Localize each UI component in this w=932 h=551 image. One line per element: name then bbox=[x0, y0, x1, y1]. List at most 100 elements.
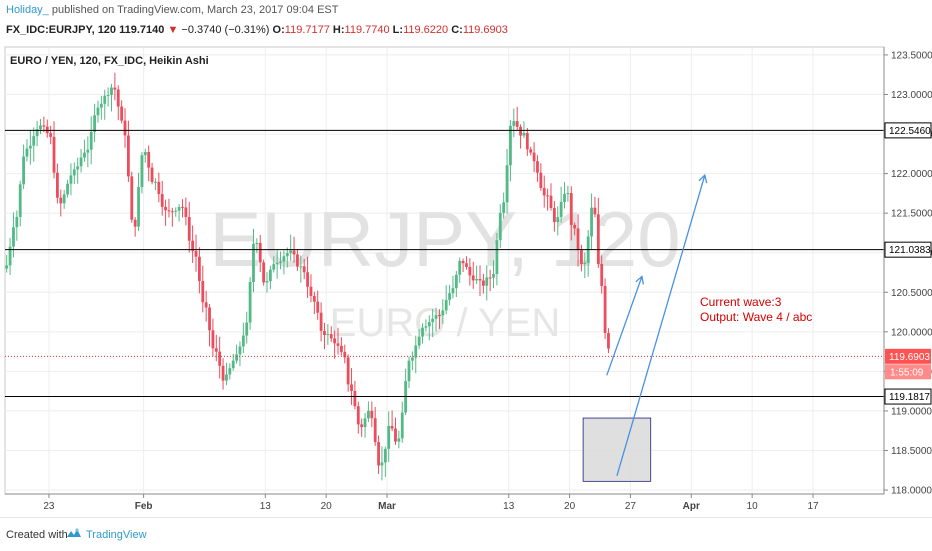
candle-body bbox=[394, 428, 397, 442]
candle-body bbox=[478, 278, 482, 281]
candle-body bbox=[444, 299, 448, 311]
candle-body bbox=[383, 448, 387, 463]
candle-body bbox=[96, 107, 100, 116]
time-tick-label: 23 bbox=[43, 501, 55, 512]
candle-body bbox=[272, 264, 276, 270]
level-price-label: 119.1817 bbox=[889, 392, 930, 403]
candles-group bbox=[5, 72, 610, 481]
candle-body bbox=[360, 424, 364, 428]
author-link[interactable]: Holiday_ bbox=[6, 4, 49, 16]
candle-body bbox=[421, 327, 424, 337]
candle-body bbox=[454, 274, 458, 289]
down-arrow-icon: ▼ bbox=[167, 24, 179, 36]
candle-body bbox=[542, 188, 546, 196]
time-tick-label: 20 bbox=[321, 501, 333, 512]
candle-body bbox=[333, 338, 337, 344]
chart-header: Holiday_ published on TradingView.com, M… bbox=[0, 0, 932, 44]
candle-body bbox=[417, 336, 421, 346]
candle-body bbox=[8, 246, 12, 266]
candle-body bbox=[238, 346, 242, 355]
candle-body bbox=[495, 240, 499, 275]
candle-body bbox=[573, 224, 577, 229]
projection-arrow[interactable] bbox=[606, 275, 645, 376]
tradingview-logo-icon bbox=[67, 528, 81, 537]
candle-body bbox=[262, 262, 266, 283]
projection-arrow[interactable] bbox=[616, 173, 708, 476]
candle-body bbox=[397, 438, 401, 442]
candle-body bbox=[42, 125, 46, 127]
candle-body bbox=[248, 281, 252, 323]
candle-body bbox=[265, 281, 269, 283]
candle-body bbox=[488, 277, 492, 279]
created-with-text: Created with bbox=[6, 529, 68, 541]
candle-body bbox=[225, 374, 228, 381]
candle-body bbox=[28, 145, 32, 149]
current-price-tag bbox=[885, 348, 931, 364]
price-tick-label: 123.5000 bbox=[891, 50, 932, 61]
candle-body bbox=[326, 334, 330, 336]
low-label: L: bbox=[392, 24, 404, 36]
candle-body bbox=[130, 176, 134, 220]
candle-body bbox=[187, 216, 191, 241]
candle-body bbox=[370, 410, 374, 419]
candle-body bbox=[194, 250, 198, 257]
candle-body bbox=[282, 256, 286, 262]
candle-body bbox=[296, 254, 299, 267]
time-tick-label: Mar bbox=[378, 501, 396, 512]
candle-body bbox=[414, 345, 418, 358]
candle-body bbox=[356, 406, 360, 425]
level-price-label: 122.5460 bbox=[889, 126, 931, 137]
candle-body bbox=[556, 217, 560, 223]
candle-body bbox=[126, 135, 130, 177]
candle-body bbox=[519, 126, 522, 136]
candle-body bbox=[99, 103, 103, 108]
publish-info: Holiday_ published on TradingView.com, M… bbox=[6, 4, 338, 16]
price-summary: FX_IDC:EURJPY, 120 119.7140 ▼ −0.3740 (−… bbox=[6, 24, 508, 36]
candle-body bbox=[35, 129, 39, 137]
candle-body bbox=[235, 354, 238, 361]
time-tick-label: 13 bbox=[503, 501, 515, 512]
time-tick-label: 27 bbox=[625, 501, 637, 512]
symbol-label: FX_IDC:EURJPY, 120 bbox=[6, 24, 117, 36]
candle-body bbox=[407, 360, 411, 382]
candle-body bbox=[197, 256, 201, 281]
level-price-label: 121.0383 bbox=[889, 245, 931, 256]
footer: Created with TradingView bbox=[0, 517, 932, 551]
candle-body bbox=[255, 243, 259, 245]
candle-body bbox=[367, 410, 370, 419]
candle-body bbox=[603, 285, 607, 333]
candle-body bbox=[275, 262, 279, 265]
candle-body bbox=[103, 95, 107, 104]
price-scale[interactable] bbox=[884, 47, 932, 494]
candle-body bbox=[181, 206, 184, 208]
candle-body bbox=[427, 322, 431, 327]
wave-annotation-line: Output: Wave 4 / abc bbox=[700, 310, 812, 324]
candle-body bbox=[22, 156, 25, 185]
candle-body bbox=[174, 210, 178, 212]
candle-body bbox=[536, 161, 539, 173]
candle-body bbox=[410, 357, 414, 361]
candle-body bbox=[552, 208, 556, 223]
candle-body bbox=[123, 120, 127, 136]
candle-body bbox=[62, 194, 66, 204]
candle-body bbox=[201, 280, 205, 303]
target-zone-box[interactable] bbox=[582, 417, 652, 482]
countdown-label: 1:55:09 bbox=[890, 367, 924, 378]
candle-body bbox=[451, 288, 455, 294]
tradingview-brand-link[interactable]: TradingView bbox=[86, 529, 147, 541]
time-tick-label: 10 bbox=[747, 501, 759, 512]
candle-body bbox=[387, 425, 391, 449]
candle-body bbox=[106, 94, 110, 96]
candle-body bbox=[468, 266, 472, 276]
published-text: published on TradingView.com, March 23, … bbox=[51, 4, 339, 16]
candle-body bbox=[336, 343, 340, 346]
close-label: C: bbox=[451, 24, 463, 36]
level-price-tag bbox=[884, 241, 932, 258]
candle-body bbox=[549, 195, 553, 209]
last-price: 119.7140 bbox=[119, 24, 165, 36]
candle-body bbox=[498, 212, 502, 241]
time-tick-label: Feb bbox=[135, 501, 153, 512]
candle-body bbox=[306, 272, 309, 287]
candle-body bbox=[167, 210, 171, 212]
